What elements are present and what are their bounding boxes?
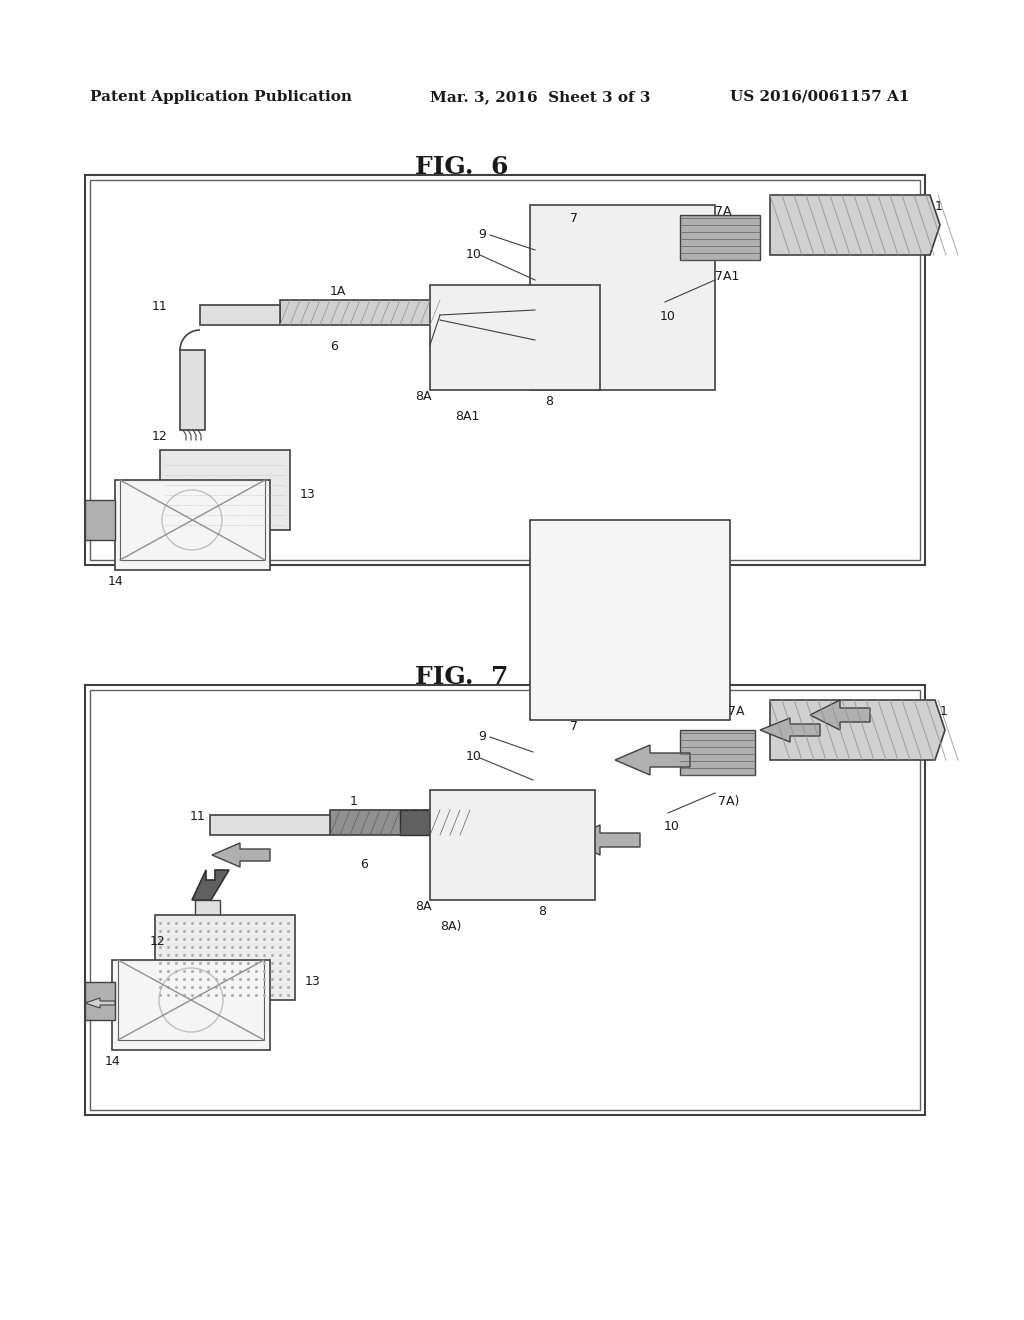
Bar: [400, 810, 440, 836]
Text: 14: 14: [108, 576, 124, 587]
Text: Patent Application Publication: Patent Application Publication: [90, 90, 352, 104]
Text: 8: 8: [545, 395, 553, 408]
Bar: [85, 500, 115, 540]
Bar: [120, 480, 265, 560]
Bar: [90, 690, 920, 1110]
Bar: [200, 305, 280, 325]
Polygon shape: [468, 828, 535, 851]
Text: 1A: 1A: [330, 285, 346, 298]
Bar: [180, 350, 205, 430]
Polygon shape: [615, 744, 690, 775]
Text: 7A: 7A: [728, 705, 744, 718]
Text: 1: 1: [940, 705, 948, 718]
Text: 11: 11: [152, 300, 168, 313]
Text: 13: 13: [305, 975, 321, 987]
Text: 7: 7: [570, 719, 578, 733]
Text: 7A): 7A): [718, 795, 739, 808]
Text: 13: 13: [300, 488, 315, 502]
Text: 10: 10: [660, 310, 676, 323]
Text: US 2016/0061157 A1: US 2016/0061157 A1: [730, 90, 909, 104]
Text: 8A: 8A: [415, 900, 431, 913]
Bar: [430, 789, 595, 900]
Text: 1: 1: [935, 201, 943, 213]
Bar: [680, 730, 755, 775]
Bar: [155, 915, 295, 1001]
Text: 12: 12: [150, 935, 166, 948]
Text: 6: 6: [360, 858, 368, 871]
Text: 10: 10: [466, 750, 482, 763]
Bar: [160, 450, 290, 531]
Text: 14: 14: [105, 1055, 121, 1068]
Text: 11: 11: [190, 810, 206, 822]
Bar: [210, 814, 330, 836]
Bar: [530, 520, 730, 719]
Text: FIG.  7: FIG. 7: [415, 665, 508, 689]
Text: 10: 10: [466, 248, 482, 261]
Text: 8A1: 8A1: [455, 411, 479, 422]
Bar: [85, 685, 925, 1115]
Text: 1: 1: [350, 795, 357, 808]
Polygon shape: [565, 825, 640, 855]
Bar: [195, 900, 220, 954]
Text: 6: 6: [330, 341, 338, 352]
Text: 7: 7: [570, 213, 578, 224]
Bar: [280, 300, 440, 325]
Text: FIG.  6: FIG. 6: [415, 154, 508, 180]
Polygon shape: [770, 700, 945, 760]
Bar: [115, 480, 270, 570]
Polygon shape: [193, 870, 229, 900]
Text: Mar. 3, 2016  Sheet 3 of 3: Mar. 3, 2016 Sheet 3 of 3: [430, 90, 650, 104]
Polygon shape: [810, 700, 870, 730]
Polygon shape: [85, 998, 115, 1008]
Bar: [530, 205, 715, 389]
Text: 7A: 7A: [715, 205, 731, 218]
Bar: [85, 982, 115, 1020]
Bar: [85, 176, 925, 565]
Text: 7A1: 7A1: [715, 271, 739, 282]
Bar: [680, 215, 760, 260]
Bar: [90, 180, 920, 560]
Text: 10: 10: [664, 820, 680, 833]
Text: 12: 12: [152, 430, 168, 444]
Bar: [118, 960, 264, 1040]
Bar: [430, 285, 600, 389]
Text: 8A: 8A: [415, 389, 431, 403]
Bar: [112, 960, 270, 1049]
Text: 8: 8: [538, 906, 546, 917]
Text: 9: 9: [478, 730, 485, 743]
Polygon shape: [212, 843, 270, 867]
Text: 9: 9: [478, 228, 485, 242]
Polygon shape: [770, 195, 940, 255]
Bar: [330, 810, 470, 836]
Polygon shape: [760, 718, 820, 742]
Text: 8A): 8A): [440, 920, 462, 933]
